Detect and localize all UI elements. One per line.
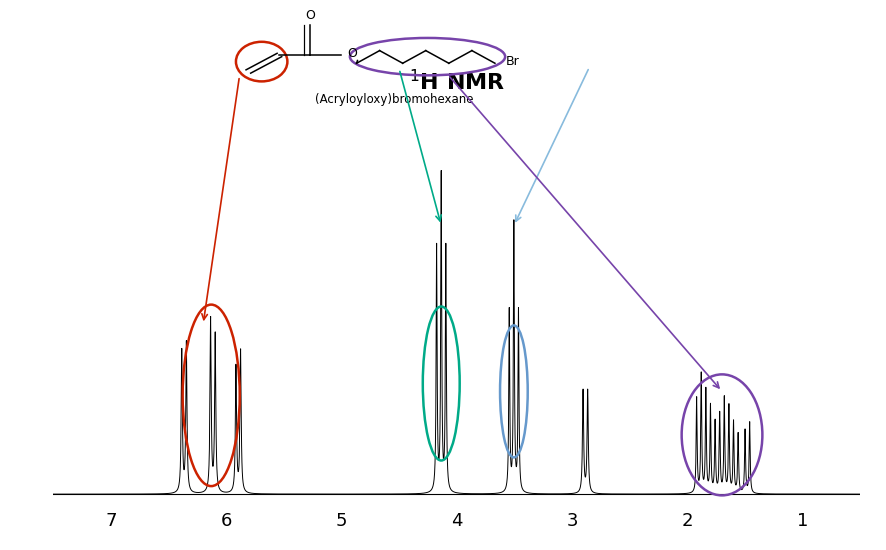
Text: Br: Br — [505, 55, 519, 68]
Text: (Acryloyloxy)bromohexane: (Acryloyloxy)bromohexane — [315, 92, 473, 106]
Title: $^{1}$H NMR: $^{1}$H NMR — [408, 69, 504, 95]
Text: O: O — [305, 9, 315, 22]
Text: O: O — [346, 47, 356, 60]
